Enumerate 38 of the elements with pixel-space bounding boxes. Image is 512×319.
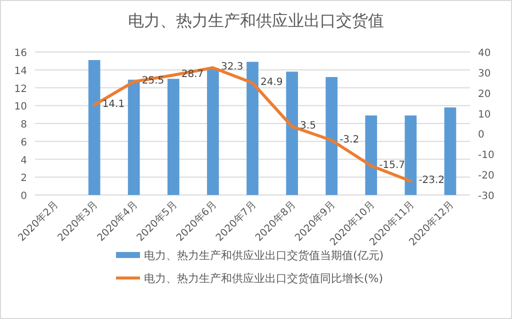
bar [365,115,378,195]
data-label: -23.2 [418,175,445,186]
bar [167,78,180,195]
data-label: -3.2 [340,134,360,146]
data-label: 32.3 [220,62,244,73]
y2-tick-label: 10 [478,109,491,120]
bar [286,72,298,195]
bar [88,60,100,195]
y-tick-label: 2 [20,173,27,184]
y-tick-label: 16 [14,48,27,59]
data-label: 14.1 [102,98,125,110]
y-tick-label: 14 [14,66,27,77]
y-tick-label: 0 [20,191,27,202]
data-label: -15.7 [379,160,406,171]
legend-label: 电力、热力生产和供应业出口交货值当期值(亿元) [144,249,384,262]
y2-tick-label: 40 [478,48,491,59]
y2-tick-label: 0 [478,130,484,141]
y-tick-label: 6 [20,137,27,148]
y2-tick-label: 20 [478,88,491,100]
y2-tick-label: 30 [478,68,491,80]
bar [326,77,338,195]
chart-title: 电力、热力生产和供应业出口交货值 [128,11,384,30]
y-tick-label: 8 [20,120,27,130]
bar [207,68,219,195]
bar [246,62,258,195]
bar [128,80,140,195]
y-tick-label: 10 [14,102,27,113]
data-label: 24.9 [260,76,283,88]
legend-label: 电力、热力生产和供应业出口交货值同比增长(%) [144,272,384,285]
y2-tick-label: -10 [478,150,494,162]
y-tick-label: 4 [20,155,27,166]
y2-tick-label: -30 [478,191,494,202]
data-label: 3.5 [300,120,316,132]
data-label: 28.7 [181,69,204,80]
bar [404,115,417,195]
bar [444,107,456,195]
y-tick-label: 12 [14,84,27,95]
y2-tick-label: -20 [478,170,494,182]
